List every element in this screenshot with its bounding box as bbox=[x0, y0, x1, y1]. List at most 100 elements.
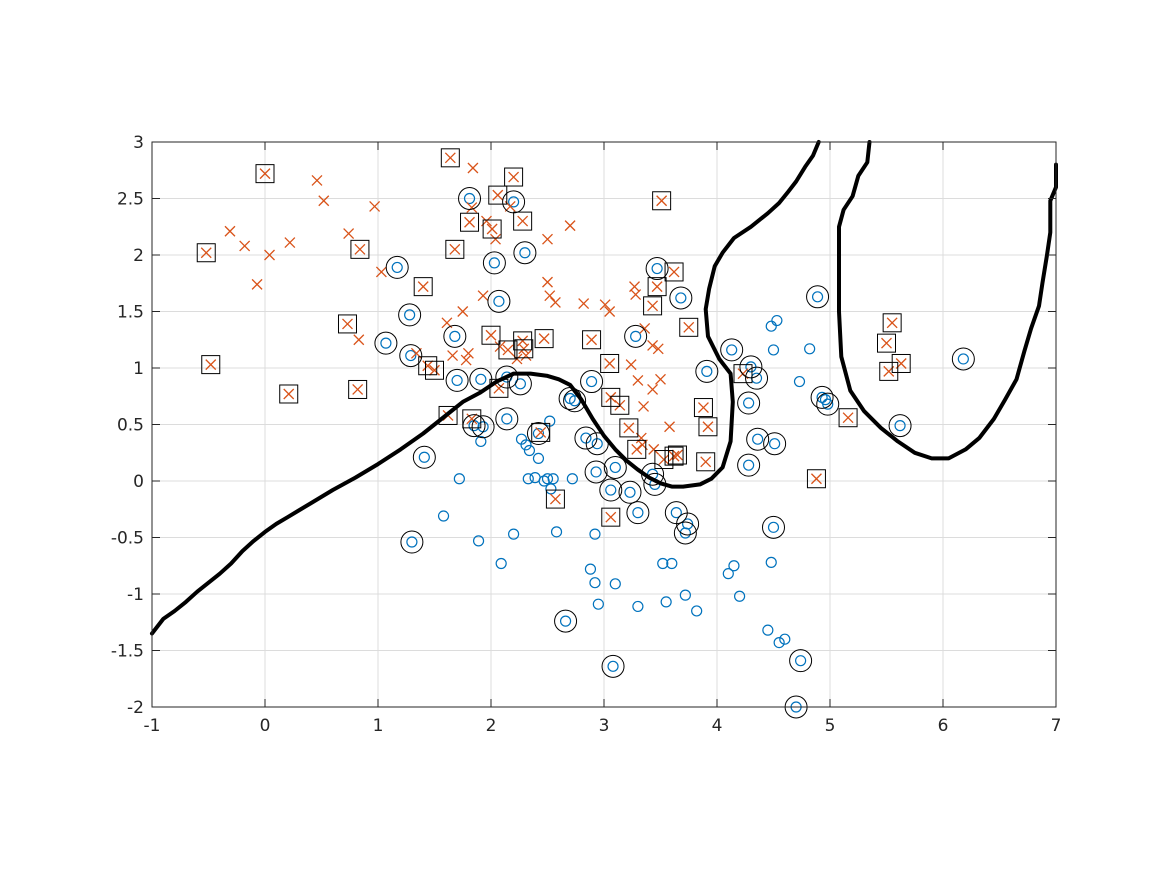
circle-class-point bbox=[762, 624, 774, 636]
support-vector-circle bbox=[374, 331, 398, 355]
cross-class-point bbox=[648, 443, 660, 455]
circle-class-point bbox=[605, 484, 617, 496]
cross-class-point bbox=[429, 364, 440, 376]
cross-class-point bbox=[343, 228, 355, 239]
circle-class-point bbox=[957, 353, 969, 365]
cross-stroke bbox=[462, 347, 474, 359]
support-vector-circle bbox=[676, 512, 700, 536]
circle-class-point bbox=[765, 320, 777, 332]
support-vector-circle bbox=[398, 303, 422, 327]
circle-class-point bbox=[722, 568, 734, 580]
circle-class-point bbox=[752, 433, 764, 445]
cross-stroke bbox=[538, 333, 550, 345]
cross-class-point bbox=[447, 350, 459, 362]
cross-stroke bbox=[671, 449, 683, 461]
circle-class-point bbox=[743, 459, 755, 471]
support-vector-square bbox=[545, 489, 565, 509]
circle-class-point bbox=[726, 344, 738, 356]
cross-class-point bbox=[668, 266, 680, 278]
cross-stroke bbox=[466, 202, 478, 213]
decision-boundary-curve bbox=[837, 140, 1058, 461]
cross-stroke bbox=[700, 456, 712, 468]
cross-stroke bbox=[422, 360, 434, 372]
support-vector-square bbox=[647, 277, 667, 297]
circle-class-point bbox=[660, 596, 672, 608]
circle-class-point bbox=[405, 349, 417, 362]
circle-class-point bbox=[418, 451, 430, 463]
cross-stroke bbox=[352, 384, 364, 395]
cross-stroke bbox=[318, 195, 330, 207]
cross-stroke bbox=[485, 329, 497, 341]
support-vector-square bbox=[413, 277, 433, 297]
cross-stroke bbox=[342, 318, 353, 330]
circle-class-point bbox=[771, 314, 783, 327]
support-vector-square bbox=[425, 360, 444, 380]
cross-stroke bbox=[353, 334, 365, 346]
circle-class-point bbox=[679, 589, 691, 601]
cross-class-point bbox=[375, 266, 387, 278]
cross-class-point bbox=[664, 421, 675, 433]
cross-class-point bbox=[647, 384, 659, 395]
support-vector-circle bbox=[580, 370, 604, 394]
support-vector-circle bbox=[789, 649, 813, 673]
support-vector-circle bbox=[443, 324, 467, 348]
support-vector-square bbox=[806, 469, 826, 489]
circle-class-point bbox=[657, 557, 669, 570]
support-vector-circle bbox=[599, 478, 623, 502]
cross-class-point bbox=[542, 233, 553, 245]
cross-stroke bbox=[477, 290, 489, 302]
circle-class-point bbox=[691, 605, 703, 617]
cross-class-point bbox=[599, 299, 611, 311]
cross-stroke bbox=[343, 228, 355, 239]
cross-stroke bbox=[586, 334, 598, 346]
y-tick-label: 2 bbox=[133, 246, 144, 266]
cross-stroke bbox=[564, 220, 576, 232]
cross-stroke bbox=[658, 454, 670, 465]
support-vector-circle bbox=[495, 365, 519, 389]
cross-stroke bbox=[441, 317, 453, 329]
cross-stroke bbox=[490, 233, 501, 245]
cross-stroke bbox=[639, 322, 651, 334]
support-vector-square bbox=[348, 379, 368, 399]
cross-class-point bbox=[886, 317, 898, 329]
cross-stroke bbox=[354, 243, 366, 255]
cross-stroke bbox=[625, 359, 637, 371]
cross-class-point bbox=[605, 511, 617, 523]
x-tick-label: 2 bbox=[486, 716, 497, 736]
circle-class-point bbox=[632, 507, 644, 519]
cross-stroke bbox=[737, 368, 749, 380]
circle-class-point bbox=[589, 577, 601, 589]
cross-class-point bbox=[417, 281, 429, 293]
cross-stroke bbox=[283, 388, 295, 400]
cross-stroke bbox=[517, 215, 529, 227]
y-tick-label: -0.5 bbox=[111, 529, 144, 549]
cross-stroke bbox=[655, 373, 666, 385]
y-tick-label: 2.5 bbox=[117, 190, 144, 210]
circle-class-point bbox=[507, 196, 520, 208]
circle-class-point bbox=[779, 633, 791, 645]
cross-class-point bbox=[449, 243, 461, 255]
cross-class-point bbox=[625, 359, 637, 371]
cross-class-point bbox=[700, 456, 712, 468]
cross-stroke bbox=[464, 216, 475, 228]
cross-class-point bbox=[518, 343, 530, 355]
support-vector-circle bbox=[720, 338, 744, 362]
support-vector-circle bbox=[951, 347, 975, 371]
circle-class-point bbox=[569, 395, 581, 407]
cross-class-point bbox=[702, 421, 714, 433]
circle-class-point bbox=[451, 374, 463, 387]
cross-class-point bbox=[462, 347, 474, 359]
support-vector-square bbox=[504, 167, 524, 187]
support-vector-circle bbox=[554, 609, 578, 633]
cross-class-point bbox=[369, 200, 381, 212]
cross-stroke bbox=[881, 337, 892, 349]
cross-stroke bbox=[200, 247, 212, 259]
y-tick-label: 1 bbox=[133, 359, 144, 379]
support-vector-circle bbox=[673, 521, 697, 545]
support-vector-square bbox=[879, 361, 899, 381]
cross-class-point bbox=[502, 344, 514, 356]
support-vector-square bbox=[201, 355, 221, 375]
support-vector-square bbox=[882, 313, 902, 333]
support-vector-square bbox=[696, 452, 716, 472]
cross-class-point bbox=[318, 195, 330, 207]
